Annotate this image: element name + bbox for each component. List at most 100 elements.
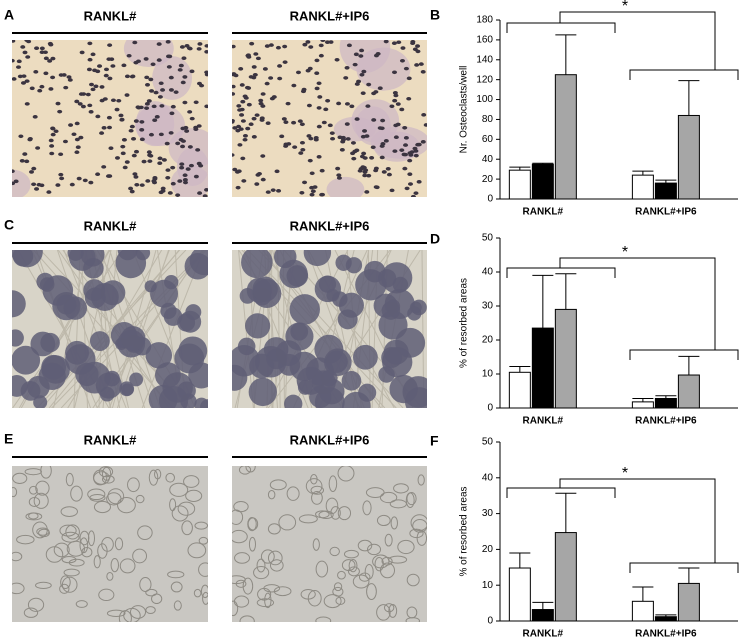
nucleus [79, 50, 85, 55]
nucleus [175, 193, 181, 197]
nucleus [403, 143, 409, 147]
pit [185, 489, 203, 502]
nucleus [323, 107, 329, 112]
pit [248, 536, 257, 552]
nucleus [277, 76, 283, 81]
nucleus [193, 100, 199, 105]
nucleus [37, 88, 43, 93]
nucleus [386, 172, 392, 177]
nucleus [106, 125, 112, 130]
pit [278, 514, 297, 531]
pit [12, 329, 24, 347]
pit [200, 584, 208, 599]
pit [154, 468, 162, 480]
pit [329, 546, 340, 557]
nucleus [144, 106, 150, 110]
nucleus [95, 172, 101, 177]
nucleus [39, 46, 45, 51]
nucleus [251, 135, 257, 139]
panel-letter: E [4, 431, 13, 447]
nucleus [416, 142, 422, 147]
x-tick-label: RANKL#+IP6 [635, 207, 697, 218]
nucleus [240, 156, 246, 161]
nucleus [299, 190, 305, 195]
nucleus [126, 53, 132, 58]
pit [115, 250, 147, 279]
nucleus [180, 144, 186, 149]
nucleus [265, 121, 271, 125]
pit [252, 276, 278, 302]
nucleus [260, 177, 266, 182]
nucleus [78, 92, 84, 96]
nucleus [128, 128, 134, 133]
bar [654, 182, 677, 200]
nucleus [67, 78, 73, 82]
pit [263, 584, 281, 593]
nucleus [170, 104, 176, 109]
nucleus [340, 137, 346, 142]
x-tick-label: RANKL#+IP6 [635, 416, 697, 427]
nucleus [12, 77, 17, 81]
nucleus [189, 69, 195, 74]
pit [397, 539, 415, 555]
nucleus [314, 86, 320, 91]
nucleus [62, 139, 68, 144]
pit [184, 253, 208, 280]
pit [169, 482, 189, 497]
nucleus [85, 92, 91, 97]
pit [121, 383, 134, 396]
panel-letter: D [430, 231, 440, 247]
nucleus [363, 168, 369, 172]
nucleus [242, 94, 248, 99]
nucleus [242, 133, 248, 138]
nucleus [238, 67, 244, 71]
nucleus [48, 138, 54, 143]
nucleus [24, 159, 30, 164]
nucleus [20, 81, 26, 85]
pit [409, 528, 424, 539]
pit [352, 344, 378, 370]
nucleus [286, 142, 292, 146]
nucleus [99, 85, 105, 89]
nucleus [103, 73, 109, 78]
nucleus [251, 65, 257, 69]
scratch [41, 250, 181, 408]
cell [168, 128, 208, 169]
nucleus [409, 150, 415, 154]
nucleus [135, 105, 141, 109]
pit [273, 586, 292, 597]
nucleus [395, 102, 401, 106]
nucleus [167, 54, 173, 59]
pit [383, 603, 395, 613]
pit [328, 475, 338, 493]
cell [12, 169, 31, 197]
nucleus [258, 98, 264, 103]
nucleus [184, 129, 190, 133]
nucleus [299, 122, 305, 127]
bracket [506, 487, 616, 498]
nucleus [300, 147, 306, 152]
nucleus [179, 165, 185, 170]
nucleus [139, 137, 145, 142]
nucleus [20, 45, 26, 49]
nucleus [392, 98, 398, 103]
cell [326, 176, 365, 197]
nucleus [307, 158, 313, 163]
pit [135, 494, 145, 504]
panel-letter: C [4, 217, 14, 233]
nucleus [53, 129, 59, 134]
nucleus [132, 172, 138, 176]
nucleus [316, 106, 322, 110]
pit [232, 600, 239, 617]
nucleus [132, 40, 138, 45]
nucleus [335, 166, 341, 171]
pit [352, 574, 370, 589]
pit [253, 565, 270, 580]
nucleus [12, 169, 15, 174]
nucleus [57, 109, 63, 114]
nucleus [147, 159, 153, 163]
pit [307, 590, 322, 607]
pit [93, 500, 112, 514]
bracket [629, 349, 739, 360]
pit [36, 527, 50, 536]
